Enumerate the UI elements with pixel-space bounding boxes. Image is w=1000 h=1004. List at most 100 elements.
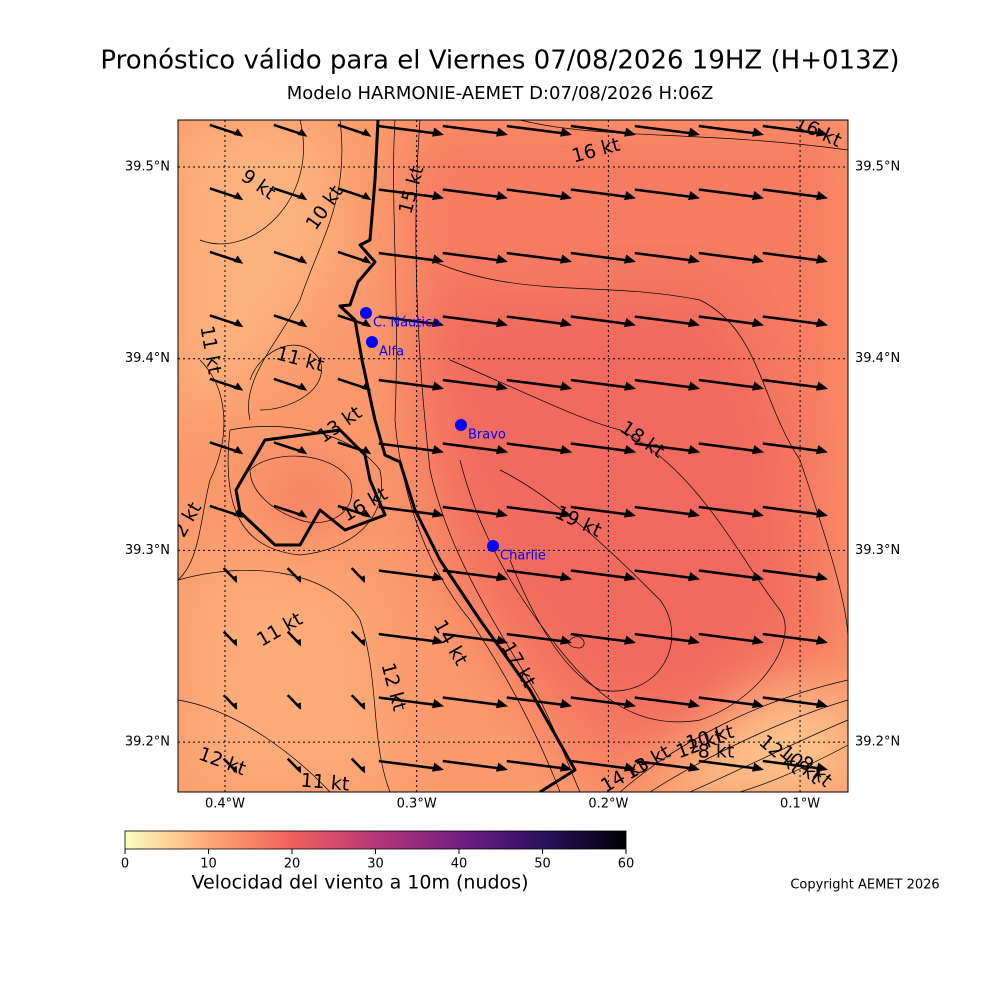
wind-arrow-head <box>559 127 573 137</box>
station-marker <box>487 540 499 552</box>
wind-arrow-shaft <box>634 759 697 771</box>
wind-arrow-shaft <box>378 505 441 517</box>
wind-arrow-shaft <box>570 188 633 199</box>
wind-arrow-shaft <box>570 378 633 390</box>
wind-arrow-shaft <box>634 251 697 263</box>
wind-arrow-shaft <box>442 188 505 199</box>
wind-arrow-head <box>751 381 765 391</box>
wind-arrow-shaft <box>378 378 441 390</box>
wind-arrow-head <box>623 762 637 772</box>
wind-arrow-shaft <box>506 315 569 326</box>
wind-arrow-head <box>623 508 637 518</box>
wind-arrow-head <box>687 318 701 328</box>
wind-arrow-head <box>623 635 637 645</box>
wind-arrow-head <box>623 191 637 201</box>
wind-arrow-head <box>495 699 509 709</box>
station-label: Bravo <box>468 428 506 443</box>
wind-arrow-head <box>495 254 509 264</box>
wind-arrow-head <box>559 572 573 582</box>
wind-arrow-shaft <box>698 315 761 326</box>
wind-arrow-head <box>231 638 238 647</box>
wind-arrow-head <box>295 702 302 711</box>
wind-arrow-shaft <box>506 759 569 771</box>
wind-arrow-head <box>815 381 829 391</box>
wind-arrow-shaft <box>698 632 761 644</box>
wind-arrow-shaft <box>570 632 633 644</box>
wind-arrow-shaft <box>634 632 697 644</box>
wind-arrow-shaft <box>506 124 569 136</box>
wind-arrow-head <box>687 762 701 772</box>
wind-arrow-head <box>687 699 701 709</box>
wind-arrow-shaft <box>698 505 761 517</box>
colorbar-tick-label: 40 <box>451 857 468 872</box>
wind-arrow-shaft <box>442 251 505 263</box>
colorbar-tick-label: 10 <box>200 857 217 872</box>
wind-arrow-head <box>295 765 302 774</box>
wind-arrow-head <box>361 318 372 328</box>
wind-arrow-shaft <box>378 188 441 199</box>
wind-arrow-head <box>623 127 637 137</box>
y-tick-label: 39.2°N <box>125 735 170 750</box>
wind-arrow-head <box>233 191 244 201</box>
wind-arrow-shaft <box>698 759 761 771</box>
wind-arrow-shaft <box>570 759 633 771</box>
wind-arrow-head <box>495 762 509 772</box>
wind-arrow-head <box>623 572 637 582</box>
wind-arrow-head <box>495 508 509 518</box>
wind-arrow-head <box>431 572 445 582</box>
wind-arrow-head <box>231 702 238 711</box>
wind-arrow-shaft <box>762 696 825 707</box>
wind-arrow-shaft <box>570 124 633 136</box>
wind-arrow-head <box>297 255 308 264</box>
wind-arrow-head <box>297 191 308 201</box>
wind-arrow-head <box>233 445 244 455</box>
wind-arrow-shaft <box>570 251 633 263</box>
wind-arrow-shaft <box>762 632 825 644</box>
wind-arrow-shaft <box>634 569 697 580</box>
wind-arrow-head <box>431 381 445 391</box>
wind-arrow-shaft <box>570 505 633 517</box>
wind-arrow-shaft <box>634 378 697 390</box>
wind-arrow-shaft <box>634 315 697 326</box>
wind-arrow-shaft <box>442 632 505 644</box>
wind-arrow-head <box>559 381 573 391</box>
wind-arrow-head <box>687 191 701 201</box>
x-tick-label: 0.4°W <box>205 797 245 812</box>
x-tick-label: 0.2°W <box>588 797 628 812</box>
wind-arrow-head <box>431 762 445 772</box>
wind-arrow-head <box>751 508 765 518</box>
wind-arrow-shaft <box>698 696 761 707</box>
station-marker <box>360 307 372 319</box>
title: Pronóstico válido para el Viernes 07/08/… <box>100 46 899 76</box>
wind-arrow-shaft <box>698 569 761 580</box>
wind-arrow-head <box>233 509 244 518</box>
wind-arrow-shaft <box>698 378 761 390</box>
wind-arrow-head <box>431 508 445 518</box>
wind-arrow-head <box>751 254 765 264</box>
wind-arrow-shaft <box>442 315 505 326</box>
wind-arrow-head <box>751 318 765 328</box>
y-tick-label: 39.3°N <box>855 543 900 558</box>
wind-arrow-head <box>295 638 302 647</box>
wind-arrow-shaft <box>634 442 697 453</box>
wind-arrow-head <box>815 635 829 645</box>
wind-arrow-shaft <box>378 569 441 580</box>
wind-arrow-shaft <box>378 442 441 453</box>
wind-arrow-shaft <box>442 124 505 136</box>
wind-arrow-head <box>361 191 372 201</box>
wind-arrow-head <box>623 381 637 391</box>
wind-arrow-head <box>815 191 829 201</box>
wind-arrow-head <box>623 254 637 264</box>
colorbar-tick-label: 60 <box>618 857 635 872</box>
wind-arrow-head <box>431 699 445 709</box>
wind-arrow-head <box>233 255 244 264</box>
wind-arrow-shaft <box>442 759 505 771</box>
wind-arrow-head <box>815 445 829 455</box>
wind-arrow-head <box>361 445 372 455</box>
wind-arrow-head <box>231 575 238 584</box>
wind-arrow-head <box>751 699 765 709</box>
wind-arrow-shaft <box>378 124 441 136</box>
wind-arrow-head <box>559 191 573 201</box>
wind-arrow-head <box>361 255 372 264</box>
